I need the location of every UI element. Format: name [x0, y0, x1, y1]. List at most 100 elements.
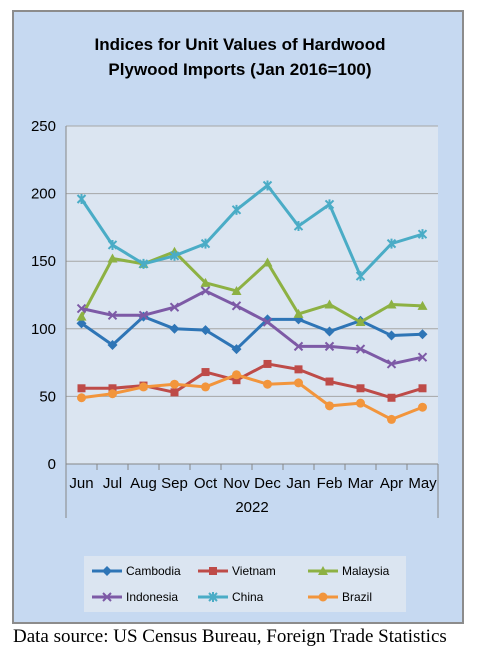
data-point-cambodia — [324, 326, 335, 337]
data-point-vietnam — [232, 376, 241, 385]
y-tick-label: 0 — [48, 456, 56, 473]
data-point-brazil — [77, 393, 86, 403]
data-point-vietnam — [418, 384, 427, 393]
data-point-cambodia — [76, 318, 87, 329]
data-point-vietnam — [263, 359, 272, 368]
data-point-indonesia — [293, 341, 304, 352]
data-point-indonesia — [355, 344, 366, 354]
legend-label-brazil: Brazil — [342, 590, 372, 604]
data-point-malaysia — [293, 308, 304, 318]
plot-area — [66, 126, 438, 464]
data-point-china — [138, 258, 149, 269]
data-point-malaysia — [355, 317, 366, 327]
x-tick-label: Dec — [254, 475, 281, 492]
data-point-cambodia — [231, 344, 242, 355]
data-point-brazil — [139, 382, 148, 392]
legend-marker-malaysia — [318, 566, 328, 575]
data-point-malaysia — [324, 299, 335, 309]
series-line-china — [80, 183, 423, 278]
data-point-china — [262, 180, 273, 191]
series-line-malaysia — [80, 250, 423, 324]
data-point-brazil — [263, 379, 272, 389]
legend-marker-vietnam — [209, 567, 217, 575]
chart-frame: Indices for Unit Values of Hardwood Plyw… — [12, 10, 464, 624]
legend-marker-indonesia — [102, 592, 112, 602]
data-point-brazil — [325, 401, 334, 411]
data-source-note: Data source: US Census Bureau, Foreign T… — [13, 626, 447, 647]
data-point-brazil — [294, 378, 303, 388]
data-point-vietnam — [387, 393, 396, 402]
data-point-china — [107, 239, 118, 250]
data-point-vietnam — [201, 368, 210, 377]
data-point-indonesia — [107, 310, 118, 320]
data-point-china — [417, 229, 428, 240]
data-point-cambodia — [169, 323, 180, 334]
legend-label-cambodia: Cambodia — [126, 564, 181, 578]
data-point-china — [76, 194, 87, 205]
series-line-cambodia — [80, 315, 423, 351]
chart-title-line-2: Plywood Imports (Jan 2016=100) — [108, 60, 371, 79]
x-tick-label: May — [408, 475, 437, 492]
y-tick-label: 150 — [31, 253, 56, 270]
data-point-cambodia — [107, 340, 118, 351]
data-point-cambodia — [417, 329, 428, 340]
series-line-brazil — [81, 373, 424, 421]
x-tick-label: Oct — [194, 475, 218, 492]
data-point-indonesia — [417, 352, 428, 362]
data-point-indonesia — [200, 286, 211, 296]
data-point-indonesia — [76, 303, 87, 314]
series-line-vietnam — [81, 362, 423, 400]
legend-label-malaysia: Malaysia — [342, 564, 390, 578]
data-point-malaysia — [200, 277, 211, 287]
data-point-china — [231, 204, 242, 215]
x-tick-label: Apr — [380, 475, 403, 492]
series-line-indonesia — [81, 289, 423, 366]
data-point-malaysia — [107, 253, 118, 263]
x-tick-label: Jun — [69, 475, 93, 492]
data-point-brazil — [387, 414, 396, 424]
y-tick-label: 50 — [39, 388, 56, 405]
year-group-label: 2022 — [235, 499, 268, 516]
data-point-cambodia — [200, 325, 211, 336]
data-point-malaysia — [76, 311, 87, 321]
data-point-malaysia — [417, 300, 428, 310]
legend-box — [84, 556, 406, 612]
x-tick-label: Aug — [130, 475, 157, 492]
y-tick-label: 200 — [31, 186, 56, 203]
legend-label-indonesia: Indonesia — [126, 590, 178, 604]
data-point-china — [169, 250, 180, 261]
chart-title-line-1: Indices for Unit Values of Hardwood — [95, 35, 386, 54]
x-tick-label: Sep — [161, 475, 188, 492]
legend-marker-china — [208, 592, 218, 602]
data-point-indonesia — [138, 310, 149, 320]
data-point-vietnam — [77, 384, 86, 393]
data-point-vietnam — [356, 384, 365, 393]
data-point-malaysia — [386, 299, 397, 309]
data-point-brazil — [232, 370, 241, 380]
data-point-indonesia — [231, 301, 242, 311]
data-point-brazil — [418, 402, 427, 412]
series-brazil — [77, 370, 427, 424]
data-point-brazil — [356, 398, 365, 408]
data-point-china — [386, 238, 397, 249]
series-indonesia — [76, 286, 428, 369]
data-point-china — [355, 271, 366, 282]
data-point-vietnam — [294, 365, 303, 374]
data-point-china — [324, 199, 335, 210]
data-point-brazil — [201, 382, 210, 392]
x-tick-label: Mar — [348, 475, 374, 492]
data-point-indonesia — [169, 302, 180, 312]
legend-label-vietnam: Vietnam — [232, 564, 276, 578]
y-tick-label: 100 — [31, 321, 56, 338]
data-point-indonesia — [386, 359, 397, 369]
x-tick-label: Jul — [103, 475, 122, 492]
x-tick-label: Nov — [223, 475, 250, 492]
data-point-cambodia — [386, 330, 397, 341]
line-chart: Indices for Unit Values of Hardwood Plyw… — [31, 35, 439, 612]
data-point-china — [293, 221, 304, 232]
x-tick-label: Jan — [286, 475, 310, 492]
series-china — [76, 180, 428, 282]
data-point-indonesia — [324, 341, 335, 352]
data-point-vietnam — [108, 384, 117, 393]
x-tick-label: Feb — [317, 475, 343, 492]
